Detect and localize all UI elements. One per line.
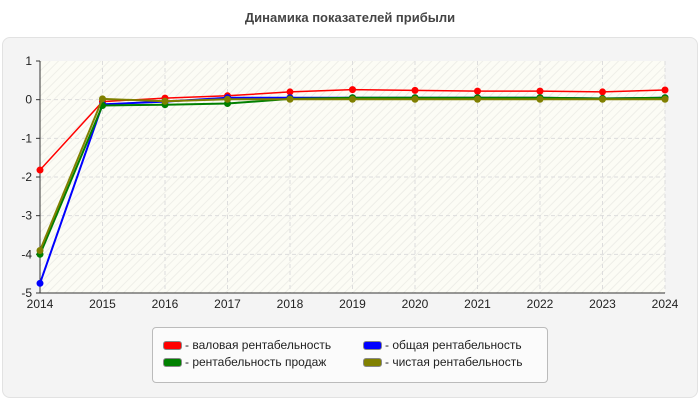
x-tick-label: 2020 [402, 297, 429, 311]
data-point [286, 88, 294, 96]
data-point [99, 95, 106, 103]
legend: - валовая рентабельность - общая рентабе… [152, 327, 548, 383]
legend-item: - валовая рентабельность [163, 338, 331, 352]
legend-swatch-red [163, 340, 182, 350]
data-point [411, 95, 419, 103]
x-tick-label: 2019 [339, 297, 366, 311]
x-tick-label: 2017 [214, 297, 241, 311]
data-point [474, 95, 481, 103]
x-tick-label: 2021 [464, 297, 491, 311]
data-point [536, 87, 544, 95]
data-point [474, 87, 481, 95]
legend-swatch-blue [363, 340, 382, 350]
data-point [661, 86, 669, 94]
x-tick-label: 2023 [589, 297, 616, 311]
data-point [411, 86, 419, 94]
legend-label: - общая рентабельность [385, 338, 522, 352]
legend-label: - чистая рентабельность [385, 355, 523, 369]
legend-item: - рентабельность продаж [163, 355, 326, 369]
data-point [286, 95, 294, 103]
legend-swatch-olive [363, 357, 382, 367]
y-tick-label: 1 [25, 54, 32, 68]
data-point [349, 95, 356, 103]
x-tick-label: 2014 [27, 297, 54, 311]
y-tick-label: -1 [21, 131, 32, 145]
data-point [661, 95, 669, 103]
data-point [224, 95, 231, 103]
y-tick-label: -3 [21, 209, 32, 223]
x-tick-label: 2016 [152, 297, 179, 311]
chart-title: Динамика показателей прибыли [244, 10, 456, 25]
data-point [536, 95, 544, 103]
data-point [161, 97, 169, 105]
legend-item: - чистая рентабельность [363, 355, 522, 369]
data-point [36, 279, 44, 287]
data-point [36, 246, 44, 254]
data-point [599, 88, 606, 96]
data-point [36, 166, 44, 174]
y-tick-label: -4 [21, 247, 32, 261]
data-point [599, 95, 606, 103]
y-tick-label: -5 [21, 286, 32, 300]
y-tick-label: -2 [21, 170, 32, 184]
x-tick-label: 2018 [277, 297, 304, 311]
x-tick-label: 2024 [652, 297, 679, 311]
legend-label: - валовая рентабельность [185, 338, 332, 352]
x-tick-label: 2015 [89, 297, 116, 311]
legend-swatch-green [163, 357, 182, 367]
x-tick-label: 2022 [527, 297, 554, 311]
legend-label: - рентабельность продаж [185, 355, 327, 369]
legend-item: - общая рентабельность [363, 338, 522, 352]
y-tick-label: 0 [25, 93, 32, 107]
data-point [349, 86, 356, 94]
